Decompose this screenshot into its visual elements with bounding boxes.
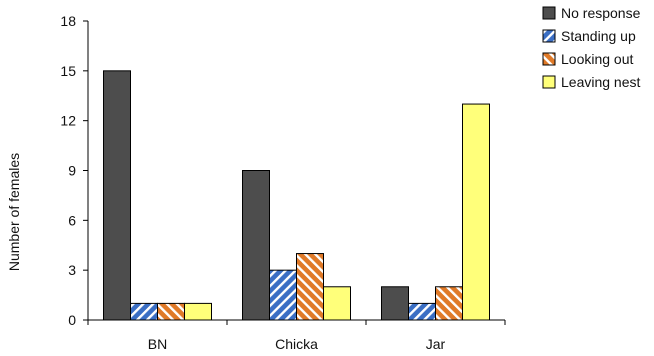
y-axis-label: Number of females xyxy=(6,153,22,271)
bar-standing-up-chicka xyxy=(269,269,297,321)
bar-leaving-nest-jar xyxy=(462,103,490,321)
bar-standing-up-jar xyxy=(408,302,436,321)
legend-swatch-leaving-nest xyxy=(542,75,556,89)
x-tick-label: BN xyxy=(148,336,167,352)
bar-no-response-chicka xyxy=(242,170,270,321)
y-tick-label: 6 xyxy=(68,212,76,228)
y-tick-label: 12 xyxy=(60,113,76,129)
bar-leaving-nest-bn xyxy=(184,302,212,321)
y-tick-label: 9 xyxy=(68,163,76,179)
bar-leaving-nest-chicka xyxy=(323,286,351,321)
legend-label: Leaving nest xyxy=(561,74,641,90)
bar-no-response-bn xyxy=(103,70,131,321)
y-tick-label: 15 xyxy=(60,63,76,79)
legend-swatch-looking-out xyxy=(542,52,556,66)
legend-label: No response xyxy=(561,5,641,21)
legend: No response Standing up Looking out Leaving… xyxy=(542,5,641,90)
bar-standing-up-bn xyxy=(130,302,158,321)
bar-no-response-jar xyxy=(381,286,409,321)
legend-swatch-no-response xyxy=(542,6,556,20)
bar-looking-out-jar xyxy=(435,286,463,321)
x-tick-label: Chicka xyxy=(275,336,318,352)
x-tick-label: Jar xyxy=(426,336,446,352)
bar-looking-out-bn xyxy=(157,302,185,321)
plot-area: 0 3 6 9 12 15 18 BN Chicka Jar xyxy=(60,13,506,352)
legend-label: Standing up xyxy=(561,28,636,44)
y-tick-label: 18 xyxy=(60,13,76,29)
bar-looking-out-chicka xyxy=(296,253,324,321)
y-tick-label: 0 xyxy=(68,312,76,328)
legend-swatch-standing-up xyxy=(542,29,556,43)
legend-label: Looking out xyxy=(561,51,634,67)
y-tick-label: 3 xyxy=(68,262,76,278)
